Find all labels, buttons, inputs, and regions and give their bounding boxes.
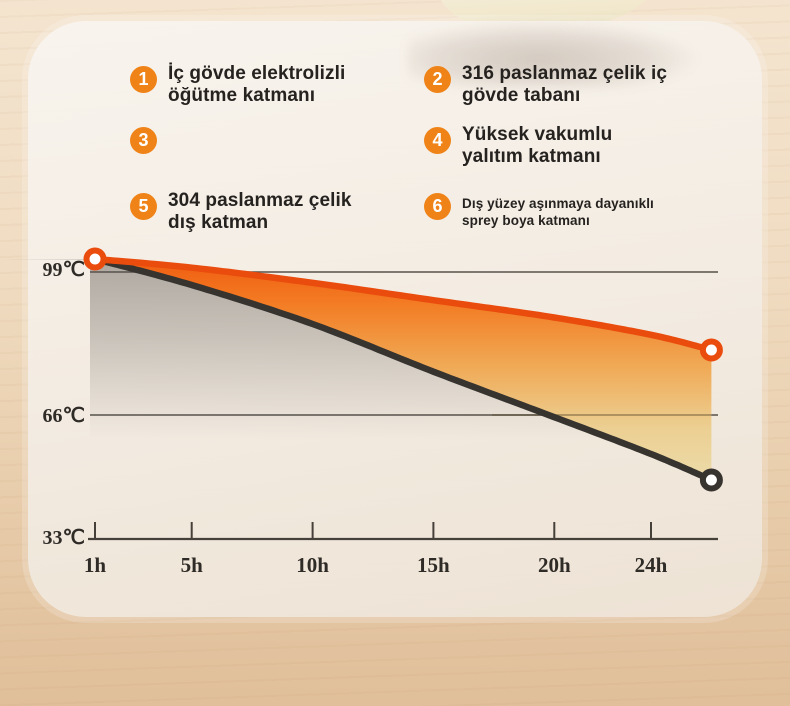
orange-temperature-curve (91, 255, 715, 354)
feature-5-number-badge: 5 (130, 193, 157, 220)
feature-1-number-badge: 1 (130, 66, 157, 93)
feature-3-number-badge: 3 (130, 127, 157, 154)
black-end-marker (699, 468, 723, 492)
y-tick-label: 66℃ (43, 405, 85, 427)
reference-cooling-area (0, 259, 712, 532)
feature-4-label: Yüksek vakumlu yalıtım katmanı (462, 124, 613, 167)
cup-shadow (408, 22, 698, 88)
x-tick-label: 20h (538, 553, 571, 577)
feature-5-label: 304 paslanmaz çelik dış katman (168, 190, 352, 233)
y-tick-label: 33℃ (43, 527, 85, 549)
black-temperature-curve (91, 255, 715, 484)
feature-1: 1 İç gövde elektrolizli öğütme katmanı (130, 63, 345, 107)
heat-retention-band (95, 259, 712, 480)
feature-1-label: İç gövde elektrolizli öğütme katmanı (168, 63, 346, 106)
x-tick-label: 10h (296, 553, 329, 577)
feature-6: 6 Dış yüzey aşınmaya dayanıklı sprey boy… (424, 190, 654, 229)
x-tick-label: 24h (635, 553, 668, 577)
feature-6-number-badge: 6 (424, 193, 451, 220)
feature-2-label: 316 paslanmaz çelik iç gövde tabanı (462, 63, 667, 106)
start-marker (83, 247, 107, 271)
feature-6-label: Dış yüzey aşınmaya dayanıklı sprey boya … (462, 196, 654, 228)
feature-5: 5 304 paslanmaz çelik dış katman (130, 190, 352, 234)
feature-4: 4 Yüksek vakumlu yalıtım katmanı (424, 124, 612, 168)
feature-2-number-badge: 2 (424, 66, 451, 93)
orange-end-marker (699, 338, 723, 362)
feature-4-number-badge: 4 (424, 127, 451, 154)
feature-2: 2 316 paslanmaz çelik iç gövde tabanı (424, 63, 667, 107)
x-tick-label: 15h (417, 553, 450, 577)
x-tick-label: 5h (181, 553, 204, 577)
y-tick-label: 99℃ (43, 259, 85, 281)
feature-3: 3 (130, 124, 168, 154)
x-tick-label: 1h (84, 553, 107, 577)
